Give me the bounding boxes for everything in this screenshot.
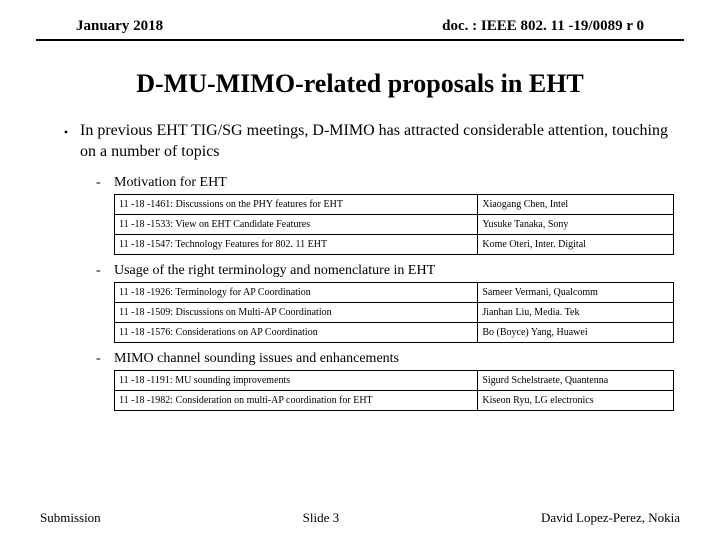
table-row: 11 -18 -1461: Discussions on the PHY fea… (115, 194, 674, 214)
sub-bullet: -MIMO channel sounding issues and enhanc… (92, 351, 668, 367)
dash-icon: - (92, 351, 114, 367)
doc-ref-cell: 11 -18 -1576: Considerations on AP Coord… (115, 322, 478, 342)
sub-bullet: -Usage of the right terminology and nome… (92, 263, 668, 279)
author-cell: Kome Oteri, Inter. Digital (478, 234, 674, 254)
sub-heading: Usage of the right terminology and nomen… (114, 263, 668, 279)
table-row: 11 -18 -1191: MU sounding improvementsSi… (115, 370, 674, 390)
author-cell: Sigurd Schelstraete, Quantenna (478, 370, 674, 390)
author-cell: Xiaogang Chen, Intel (478, 194, 674, 214)
bullet-dot-icon: • (52, 121, 80, 163)
doc-ref-cell: 11 -18 -1191: MU sounding improvements (115, 370, 478, 390)
table-row: 11 -18 -1576: Considerations on AP Coord… (115, 322, 674, 342)
reference-table: 11 -18 -1461: Discussions on the PHY fea… (114, 194, 674, 255)
sub-section: -Usage of the right terminology and nome… (92, 263, 668, 343)
reference-table: 11 -18 -1926: Terminology for AP Coordin… (114, 282, 674, 343)
author-cell: Yusuke Tanaka, Sony (478, 214, 674, 234)
sub-section: -Motivation for EHT 11 -18 -1461: Discuss… (92, 175, 668, 255)
doc-ref-cell: 11 -18 -1547: Technology Features for 80… (115, 234, 478, 254)
page-title: D-MU-MIMO-related proposals in EHT (0, 69, 720, 99)
sub-section: -MIMO channel sounding issues and enhanc… (92, 351, 668, 411)
reference-table: 11 -18 -1191: MU sounding improvementsSi… (114, 370, 674, 411)
sub-heading: MIMO channel sounding issues and enhance… (114, 351, 668, 367)
sub-heading: Motivation for EHT (114, 175, 668, 191)
footer-bar: Submission Slide 3 David Lopez-Perez, No… (0, 510, 720, 526)
doc-ref-cell: 11 -18 -1982: Consideration on multi-AP … (115, 390, 478, 410)
main-bullet: • In previous EHT TIG/SG meetings, D-MIM… (52, 121, 668, 163)
header-date: January 2018 (76, 18, 163, 35)
author-cell: Kiseon Ryu, LG electronics (478, 390, 674, 410)
author-cell: Jianhan Liu, Media. Tek (478, 302, 674, 322)
table-row: 11 -18 -1926: Terminology for AP Coordin… (115, 282, 674, 302)
table-row: 11 -18 -1509: Discussions on Multi-AP Co… (115, 302, 674, 322)
dash-icon: - (92, 263, 114, 279)
sections-container: -Motivation for EHT11 -18 -1461: Discuss… (52, 175, 668, 411)
table-row: 11 -18 -1547: Technology Features for 80… (115, 234, 674, 254)
table-row: 11 -18 -1982: Consideration on multi-AP … (115, 390, 674, 410)
footer-center: Slide 3 (101, 510, 541, 526)
sub-bullet: -Motivation for EHT (92, 175, 668, 191)
author-cell: Sameer Vermani, Qualcomm (478, 282, 674, 302)
doc-ref-cell: 11 -18 -1509: Discussions on Multi-AP Co… (115, 302, 478, 322)
header-docid: doc. : IEEE 802. 11 -19/0089 r 0 (442, 18, 644, 35)
doc-ref-cell: 11 -18 -1461: Discussions on the PHY fea… (115, 194, 478, 214)
content-area: • In previous EHT TIG/SG meetings, D-MIM… (0, 121, 720, 411)
footer-left: Submission (40, 510, 101, 526)
doc-ref-cell: 11 -18 -1926: Terminology for AP Coordin… (115, 282, 478, 302)
main-bullet-text: In previous EHT TIG/SG meetings, D-MIMO … (80, 121, 668, 163)
dash-icon: - (92, 175, 114, 191)
author-cell: Bo (Boyce) Yang, Huawei (478, 322, 674, 342)
header-bar: January 2018 doc. : IEEE 802. 11 -19/008… (36, 0, 684, 41)
table-row: 11 -18 -1533: View on EHT Candidate Feat… (115, 214, 674, 234)
footer-right: David Lopez-Perez, Nokia (541, 510, 680, 526)
doc-ref-cell: 11 -18 -1533: View on EHT Candidate Feat… (115, 214, 478, 234)
